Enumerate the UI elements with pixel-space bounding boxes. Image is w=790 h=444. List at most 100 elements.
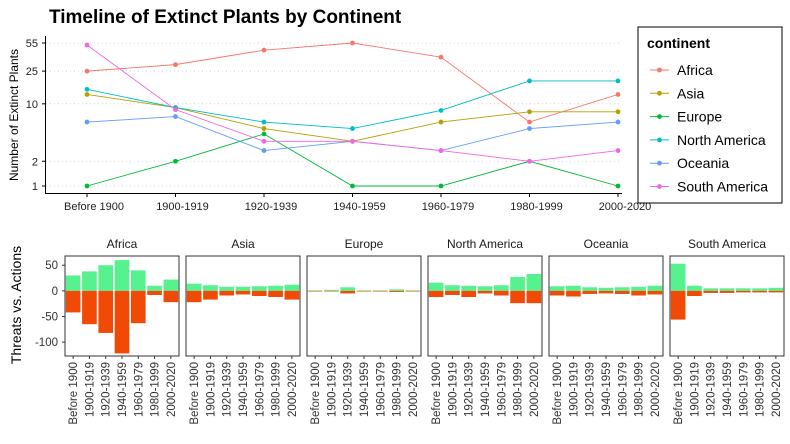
data-point bbox=[84, 86, 90, 92]
bar-y-axis-title: Threats vs. Actions bbox=[8, 246, 24, 364]
y-tick-label: 25 bbox=[26, 66, 38, 78]
legend-key-point bbox=[657, 160, 662, 166]
bar-positive bbox=[445, 285, 460, 291]
legend-label: North America bbox=[677, 132, 766, 148]
bar-negative bbox=[114, 290, 130, 354]
y-tick-label: 55 bbox=[26, 38, 38, 50]
facet-africa: Africa Before 1900 1900-1919 1920-1939 1940-… bbox=[64, 237, 180, 425]
bar-negative bbox=[566, 290, 581, 297]
legend-key-point bbox=[657, 90, 662, 96]
series-line bbox=[86, 42, 619, 123]
bar-x-tick-label: Before 1900 bbox=[310, 362, 322, 425]
bar-x-tick-label: 1980-1999 bbox=[392, 362, 404, 417]
x-tick-label: 1980-1999 bbox=[510, 201, 563, 213]
bar-negative bbox=[98, 290, 114, 333]
line-series-group bbox=[84, 40, 621, 189]
legend-label: Asia bbox=[677, 85, 704, 101]
bar-positive bbox=[510, 277, 525, 291]
bar-x-tick-label: 1960-1979 bbox=[617, 362, 629, 417]
series-oceania bbox=[84, 114, 621, 153]
bar-negative bbox=[598, 290, 614, 294]
bar-y-ticks: 50 0 -50 -100 bbox=[35, 260, 65, 349]
data-point bbox=[261, 119, 267, 125]
series-asia bbox=[84, 92, 621, 144]
legend-key-point bbox=[657, 184, 662, 189]
bar-x-tick-label: 1940-1959 bbox=[359, 362, 371, 417]
legend-key-point bbox=[657, 114, 662, 119]
bar-positive bbox=[82, 271, 97, 291]
bar-positive bbox=[752, 288, 767, 291]
bar-negative bbox=[65, 290, 81, 313]
bar-x-tick-label: Before 1900 bbox=[673, 362, 685, 425]
series-line bbox=[86, 116, 619, 152]
bar-negative bbox=[670, 290, 686, 320]
bar-x-tick-label: 1900-1919 bbox=[689, 362, 701, 417]
data-point bbox=[350, 40, 355, 46]
bar-x-tick-label: 2000-2020 bbox=[529, 362, 541, 417]
data-point bbox=[438, 54, 444, 60]
bar-positive bbox=[493, 285, 509, 291]
data-point bbox=[350, 183, 355, 189]
legend-title: continent bbox=[647, 35, 710, 51]
bar-x-tick-label: 1920-1939 bbox=[222, 362, 234, 417]
facet-panel-border bbox=[427, 255, 543, 357]
bar-negative bbox=[752, 290, 767, 293]
data-point bbox=[261, 126, 267, 131]
bar-negative bbox=[647, 290, 663, 295]
bar-negative bbox=[614, 290, 630, 294]
bar-positive bbox=[130, 270, 146, 291]
facet-north-america: North America Before 1900 1900-1919 1920-19… bbox=[427, 237, 543, 425]
bar-positive bbox=[670, 263, 686, 291]
bar-x-tick-label: 2000-2020 bbox=[287, 362, 299, 417]
bar-positive bbox=[735, 288, 751, 291]
bar-x-tick-label: 1960-1979 bbox=[133, 362, 145, 417]
legend-key-point bbox=[657, 67, 662, 73]
bar-positive bbox=[324, 289, 339, 291]
bar-negative bbox=[687, 290, 702, 296]
bar-negative bbox=[549, 290, 565, 296]
legend-key-point bbox=[657, 137, 662, 143]
line-chart: Timeline of Extinct Plants by Continent … bbox=[7, 7, 651, 213]
bar-x-tick-label: 1980-1999 bbox=[271, 362, 283, 417]
series-south-america bbox=[84, 42, 621, 164]
bar-x-tick-label: 1940-1959 bbox=[601, 362, 613, 417]
bar-x-tick-label: 1900-1919 bbox=[205, 362, 217, 417]
bar-negative bbox=[493, 290, 509, 296]
bar-positive bbox=[235, 286, 251, 291]
bar-x-tick-label: 1980-1999 bbox=[755, 362, 767, 417]
bar-facets: Threats vs. Actions 50 0 -50 -100 Africa Bef… bbox=[8, 237, 785, 425]
bar-negative bbox=[340, 290, 356, 294]
series-line bbox=[86, 80, 618, 130]
bar-positive bbox=[687, 285, 702, 291]
bar-x-tick-label: 1960-1979 bbox=[254, 362, 266, 417]
bar-positive bbox=[428, 282, 444, 291]
data-point bbox=[261, 148, 267, 153]
bar-x-tick-label: 1920-1939 bbox=[343, 362, 355, 417]
bar-x-tick-label: 1960-1979 bbox=[375, 362, 387, 417]
bar-positive bbox=[251, 286, 267, 291]
bar-x-tick-label: Before 1900 bbox=[431, 362, 443, 425]
bar-positive bbox=[647, 285, 663, 291]
data-point bbox=[173, 158, 178, 164]
bar-negative bbox=[186, 290, 202, 303]
bar-positive bbox=[768, 287, 784, 291]
facet-strip-label: Asia bbox=[231, 237, 255, 251]
bar-positive bbox=[186, 283, 202, 291]
bar-positive bbox=[461, 285, 477, 291]
bar-positive bbox=[405, 290, 421, 291]
bar-x-tick-label: 1960-1979 bbox=[738, 362, 750, 417]
bar-negative bbox=[445, 290, 460, 295]
bar-negative bbox=[130, 290, 146, 324]
bar-x-tick-label: 1980-1999 bbox=[150, 362, 162, 417]
bar-positive bbox=[65, 275, 81, 291]
bar-negative bbox=[631, 290, 646, 296]
data-point bbox=[615, 92, 621, 97]
bar-x-tick-label: 1900-1919 bbox=[568, 362, 580, 417]
bar-negative bbox=[526, 290, 542, 304]
data-point bbox=[615, 183, 621, 189]
data-point bbox=[261, 47, 267, 53]
series-africa bbox=[84, 40, 621, 125]
bar-positive bbox=[477, 286, 493, 291]
facet-strip-label: North America bbox=[447, 237, 523, 251]
